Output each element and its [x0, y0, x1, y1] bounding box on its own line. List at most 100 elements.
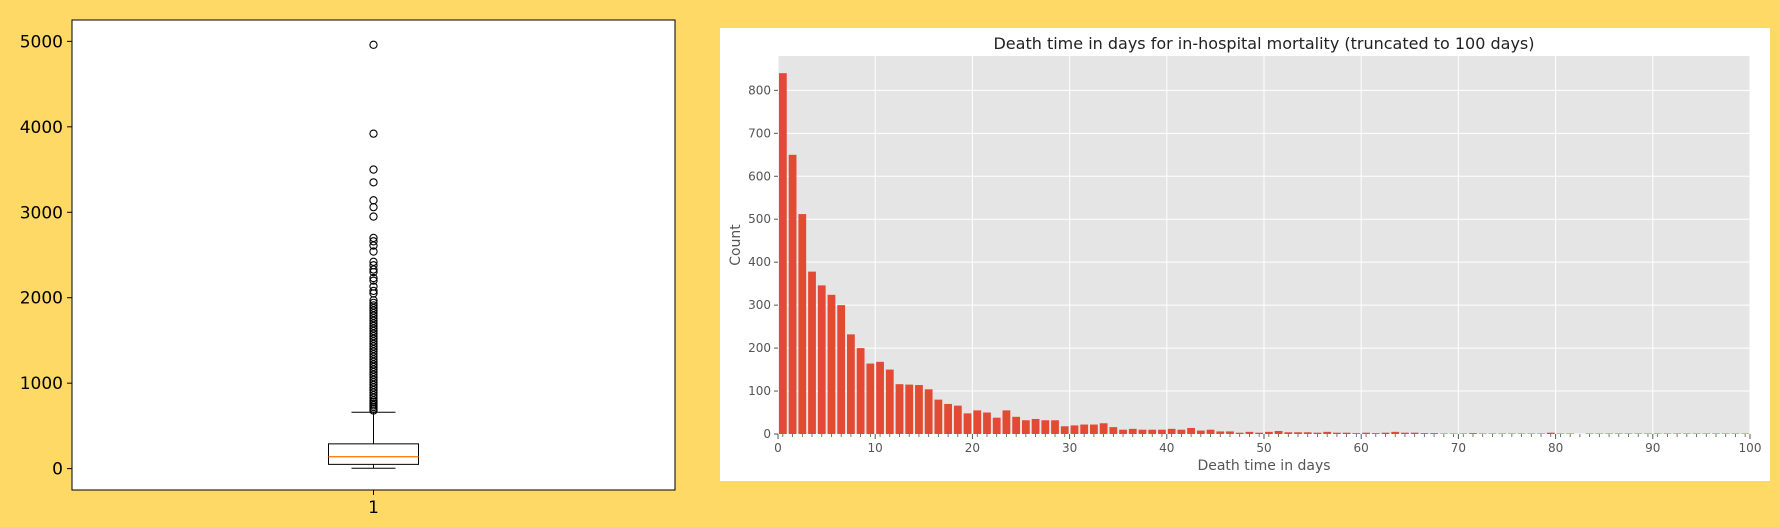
histogram-bar [1002, 410, 1011, 434]
histogram-y-tick-label: 0 [763, 427, 771, 441]
boxplot-y-tick-label: 2000 [20, 289, 63, 309]
boxplot-y-tick-label: 0 [52, 460, 63, 480]
histogram-bar [1216, 431, 1225, 434]
histogram-bar [1391, 431, 1400, 434]
histogram-x-tick-label: 10 [868, 441, 883, 455]
histogram-x-tick-label: 50 [1256, 441, 1271, 455]
histogram-x-tick-label: 80 [1548, 441, 1563, 455]
histogram-bar [1109, 427, 1118, 434]
histogram-bar [798, 214, 807, 434]
boxplot-outlier-point [369, 202, 378, 212]
histogram-bar [1274, 430, 1283, 434]
histogram-bar [1245, 431, 1254, 434]
boxplot-outlier-point [369, 276, 378, 285]
histogram-bar [1333, 432, 1341, 434]
histogram-bar [866, 363, 875, 434]
histogram-bar [1381, 432, 1390, 434]
histogram-bar [1294, 432, 1302, 434]
histogram-bar [1177, 429, 1186, 434]
histogram-bar [847, 334, 855, 434]
histogram-bar [973, 410, 982, 434]
boxplot-outlier-point [369, 165, 378, 174]
histogram-bar [817, 285, 826, 434]
histogram-bar [1119, 429, 1127, 434]
histogram-y-axis: 0 100 200 300 400 500 600 700 800 [748, 83, 778, 441]
boxplot-outlier-point [369, 286, 378, 296]
histogram-bar [944, 403, 952, 434]
histogram-bar [808, 271, 816, 434]
histogram-y-tick-label: 600 [748, 169, 771, 183]
histogram-x-tick-label: 90 [1645, 441, 1660, 455]
histogram-bar [1352, 433, 1361, 434]
boxplot-panel: 0 1000 2000 3000 4000 5000 1 [20, 19, 676, 518]
histogram-bar [1080, 424, 1089, 434]
histogram-x-tick-label: 20 [965, 441, 980, 455]
histogram-x-tick-label: 70 [1451, 441, 1466, 455]
histogram-x-axis: 0 10 20 30 40 50 60 70 80 90 100 [774, 434, 1761, 455]
histogram-bar [1138, 429, 1147, 434]
boxplot-outlier-point [369, 406, 378, 415]
histogram-bar [963, 413, 972, 434]
histogram-bar [1167, 428, 1176, 434]
histogram-bar [1012, 416, 1021, 434]
histogram-panel: 0 100 200 300 400 500 600 700 800 0 10 20 30 40 50 60 7… [720, 28, 1770, 481]
boxplot-box [328, 443, 419, 465]
histogram-bar [1303, 432, 1312, 434]
histogram-y-tick-label: 700 [748, 126, 771, 140]
histogram-y-tick-label: 100 [748, 384, 771, 398]
histogram-bar [953, 405, 962, 434]
histogram-bar [1284, 432, 1293, 434]
histogram-y-label: Count [728, 224, 744, 266]
boxplot-y-axis: 0 1000 2000 3000 4000 5000 [20, 32, 72, 480]
histogram-y-tick-label: 400 [748, 255, 771, 269]
histogram-bar [934, 399, 943, 434]
histogram-bar [895, 384, 904, 434]
boxplot-outlier-point [369, 129, 378, 138]
histogram-bar [1090, 424, 1098, 434]
boxplot-outlier-point [369, 273, 378, 283]
histogram-y-tick-label: 500 [748, 212, 771, 226]
histogram-bar [1070, 425, 1079, 434]
histogram-bar [876, 361, 884, 434]
histogram-bar [856, 348, 865, 434]
histogram-bar [778, 73, 787, 434]
boxplot-outlier-point [369, 178, 378, 187]
boxplot-outlier-point [369, 40, 378, 49]
histogram-bar [1031, 418, 1040, 434]
histogram-y-tick-label: 300 [748, 298, 771, 312]
boxplot-outlier-point [369, 237, 378, 246]
histogram-bar [1051, 420, 1059, 434]
histogram-bars [778, 73, 1750, 434]
histogram-bar [1235, 432, 1244, 434]
histogram-x-label: Death time in days [1197, 458, 1330, 474]
boxplot-y-tick-label: 3000 [20, 203, 63, 223]
histogram-x-tick-label: 40 [1159, 441, 1174, 455]
histogram-y-tick-label: 200 [748, 341, 771, 355]
histogram-bar [1342, 432, 1351, 434]
histogram-bar [1323, 431, 1332, 434]
histogram-bar [827, 294, 836, 434]
histogram-x-tick-label: 30 [1062, 441, 1077, 455]
histogram-bar [1148, 429, 1157, 434]
histogram-y-tick-label: 800 [748, 83, 771, 97]
histogram-bar [1021, 420, 1030, 434]
histogram-bar [915, 385, 923, 434]
histogram-bar [1420, 433, 1429, 434]
histogram-bar [1313, 432, 1322, 434]
histogram-bar [1362, 432, 1370, 434]
histogram-bar [1469, 433, 1477, 434]
boxplot-y-tick-label: 5000 [20, 32, 63, 52]
histogram-bar [1060, 426, 1069, 434]
histogram-bar [788, 154, 797, 434]
boxplot-y-tick-label: 4000 [20, 118, 63, 138]
histogram-bar [1255, 432, 1264, 434]
histogram-bar [1206, 429, 1215, 434]
histogram-bar [1226, 431, 1234, 434]
histogram-bar [1187, 427, 1195, 434]
histogram-x-tick-label: 100 [1739, 441, 1762, 455]
boxplot-outlier-point [369, 241, 378, 250]
histogram-title: Death time in days for in-hospital morta… [993, 34, 1534, 53]
histogram-bar [1546, 432, 1555, 434]
histogram-bar [1410, 432, 1419, 434]
